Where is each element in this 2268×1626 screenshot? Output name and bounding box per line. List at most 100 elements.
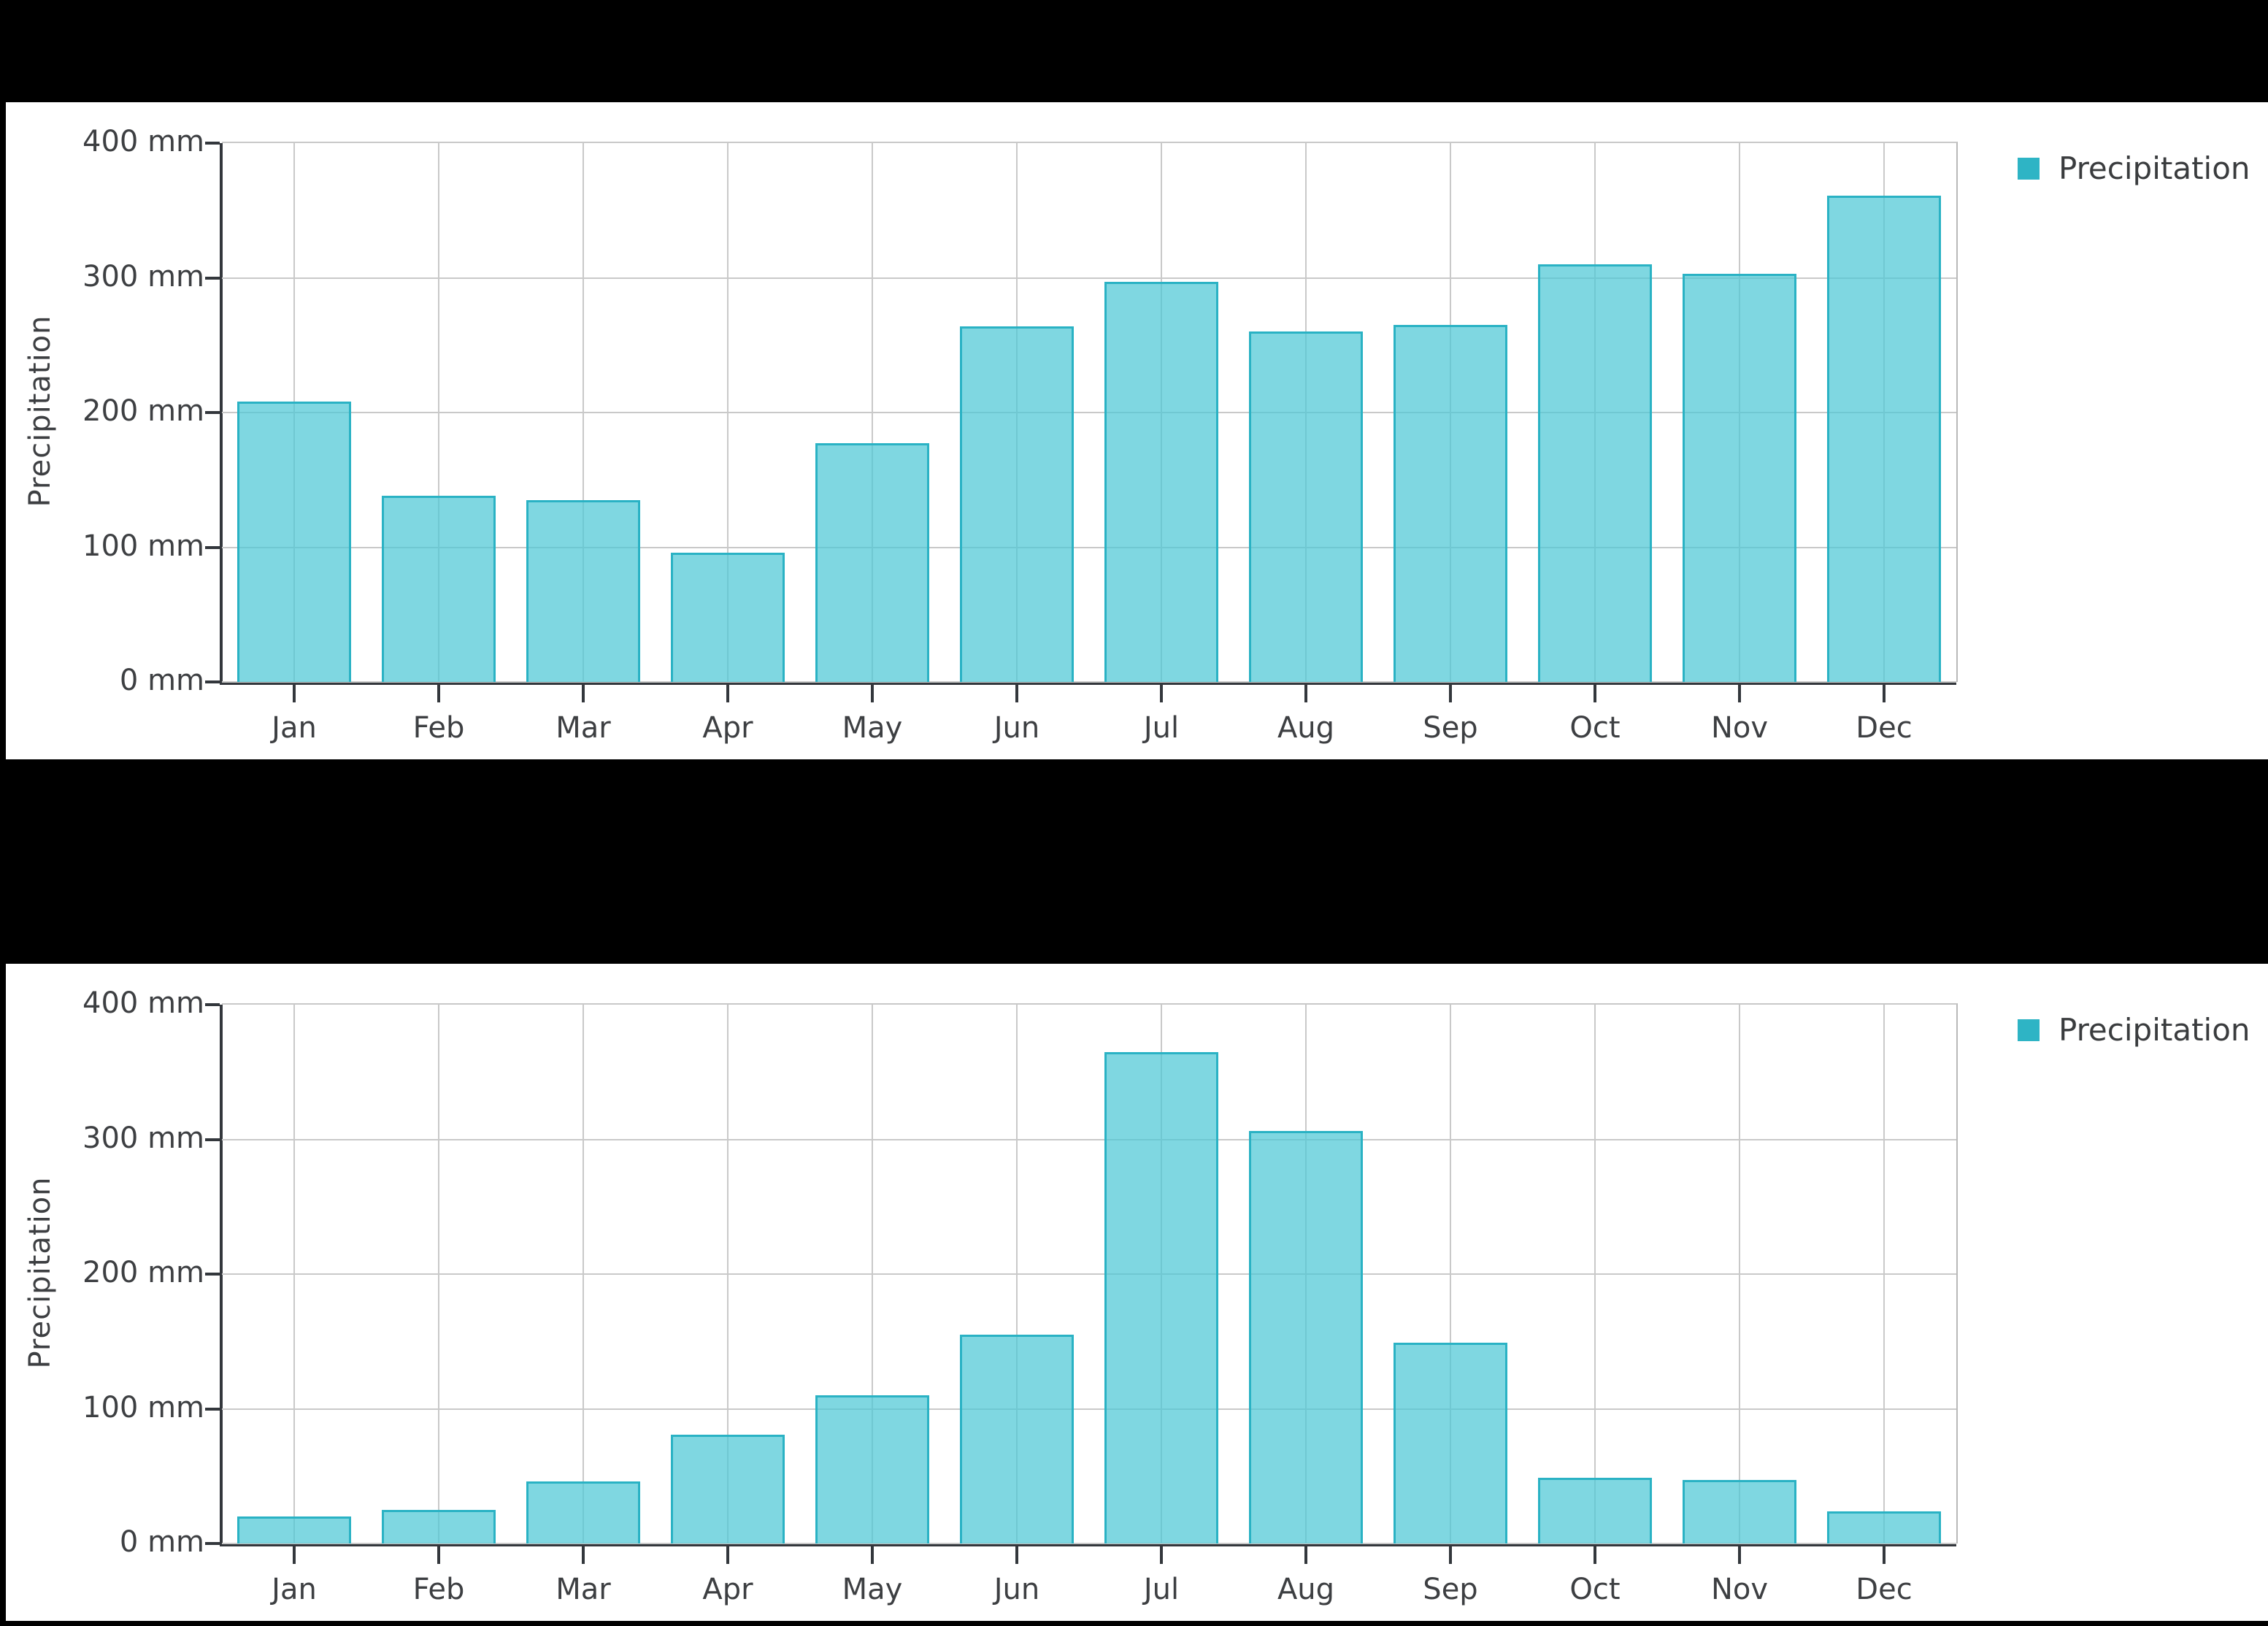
x-category-label-aug: Aug: [1277, 1573, 1335, 1606]
x-gridline: [727, 1005, 729, 1543]
precipitation-chart-top: Precipitation Precipitation 400 mm 300 mm…: [6, 102, 2268, 759]
x-category-label-jul: Jul: [1143, 711, 1180, 745]
x-tick-mark: [292, 1546, 296, 1564]
y-tick-mark: [205, 545, 220, 549]
bar-jan[interactable]: [237, 1516, 352, 1543]
x-tick-mark: [582, 685, 585, 702]
legend-marker-icon: [2018, 157, 2040, 180]
bar-jan[interactable]: [237, 402, 352, 682]
x-category-label-sep: Sep: [1423, 1573, 1478, 1606]
x-category-label-nov: Nov: [1710, 1573, 1769, 1606]
x-tick-mark: [437, 1546, 440, 1564]
bar-apr[interactable]: [670, 552, 785, 682]
x-category-label-sep: Sep: [1423, 711, 1478, 745]
x-category-label-feb: Feb: [412, 1573, 465, 1606]
y-gridline: [222, 277, 1956, 279]
bar-sep[interactable]: [1393, 325, 1508, 682]
y-tick-label: 0 mm: [119, 664, 204, 697]
y-axis-line: [220, 143, 223, 682]
bar-mar[interactable]: [526, 499, 641, 682]
x-gridline: [1739, 1005, 1740, 1543]
x-gridline: [872, 143, 873, 682]
y-tick-mark: [205, 142, 220, 145]
x-tick-mark: [726, 685, 729, 702]
y-tick-mark: [205, 1273, 220, 1276]
bar-feb[interactable]: [381, 1509, 496, 1543]
x-tick-mark: [1593, 1546, 1596, 1564]
bar-mar[interactable]: [526, 1481, 641, 1543]
x-tick-mark: [1160, 1546, 1163, 1564]
bar-dec[interactable]: [1826, 195, 1942, 682]
y-tick-mark: [205, 680, 220, 683]
bar-may[interactable]: [815, 1395, 930, 1543]
x-gridline: [438, 1005, 439, 1543]
x-tick-mark: [1304, 1546, 1307, 1564]
y-tick-label: 100 mm: [82, 1390, 204, 1424]
legend-item-precipitation[interactable]: Precipitation: [2018, 1012, 2250, 1048]
y-tick-mark: [205, 1407, 220, 1411]
bar-may[interactable]: [815, 443, 930, 682]
bar-jul[interactable]: [1104, 282, 1219, 682]
x-gridline: [1016, 1005, 1018, 1543]
legend-marker-icon: [2018, 1019, 2040, 1041]
x-tick-mark: [292, 685, 296, 702]
plot-area: [205, 142, 1958, 702]
x-category-label-oct: Oct: [1569, 711, 1621, 745]
x-category-label-nov: Nov: [1710, 711, 1769, 745]
y-axis-line: [220, 1005, 223, 1543]
y-tick-label: 200 mm: [82, 1256, 204, 1289]
x-category-label-jan: Jan: [272, 711, 317, 745]
bar-aug[interactable]: [1248, 1131, 1364, 1543]
x-gridline: [1883, 1005, 1885, 1543]
bar-oct[interactable]: [1537, 1477, 1653, 1543]
x-tick-mark: [871, 1546, 874, 1564]
x-gridline: [727, 143, 729, 682]
y-tick-label: 300 mm: [82, 1121, 204, 1155]
y-tick-mark: [205, 1138, 220, 1141]
x-tick-mark: [1015, 1546, 1018, 1564]
bar-jun[interactable]: [959, 326, 1075, 682]
x-gridline: [583, 143, 584, 682]
y-gridline: [222, 1543, 1956, 1544]
x-axis-line: [220, 682, 1956, 685]
bar-oct[interactable]: [1537, 264, 1653, 682]
y-gridline: [222, 1138, 1956, 1140]
plot-area: [205, 1003, 1958, 1564]
legend-label: Precipitation: [2059, 1012, 2250, 1048]
x-tick-mark: [1883, 685, 1885, 702]
precipitation-chart-bottom: Precipitation Precipitation 400 mm 300 mm…: [6, 964, 2268, 1621]
x-tick-mark: [871, 685, 874, 702]
x-tick-mark: [1015, 685, 1018, 702]
y-gridline: [222, 546, 1956, 548]
x-tick-mark: [1160, 685, 1163, 702]
y-tick-label: 400 mm: [82, 986, 204, 1020]
bar-sep[interactable]: [1393, 1343, 1508, 1543]
y-gridline: [222, 412, 1956, 413]
x-gridline: [872, 1005, 873, 1543]
bar-nov[interactable]: [1682, 1480, 1797, 1543]
y-tick-mark: [205, 411, 220, 414]
y-tick-label: 300 mm: [82, 259, 204, 294]
x-category-label-jul: Jul: [1143, 1573, 1180, 1606]
x-tick-mark: [582, 1546, 585, 1564]
bar-jun[interactable]: [959, 1335, 1075, 1543]
y-gridline: [222, 681, 1956, 683]
x-tick-mark: [1593, 685, 1596, 702]
bar-aug[interactable]: [1248, 331, 1364, 682]
bar-nov[interactable]: [1682, 273, 1797, 682]
bar-apr[interactable]: [670, 1434, 785, 1543]
x-category-label-jun: Jun: [993, 1573, 1040, 1606]
x-category-label-aug: Aug: [1277, 711, 1335, 745]
x-gridline: [1594, 1005, 1596, 1543]
bar-feb[interactable]: [381, 496, 496, 682]
x-category-label-may: May: [842, 1573, 903, 1606]
bar-dec[interactable]: [1826, 1511, 1942, 1543]
x-tick-mark: [1449, 685, 1452, 702]
x-category-label-mar: Mar: [556, 711, 611, 745]
y-tick-mark: [205, 276, 220, 280]
legend-item-precipitation[interactable]: Precipitation: [2018, 150, 2250, 186]
bar-jul[interactable]: [1104, 1051, 1219, 1543]
x-category-label-feb: Feb: [412, 711, 465, 745]
x-tick-mark: [726, 1546, 729, 1564]
